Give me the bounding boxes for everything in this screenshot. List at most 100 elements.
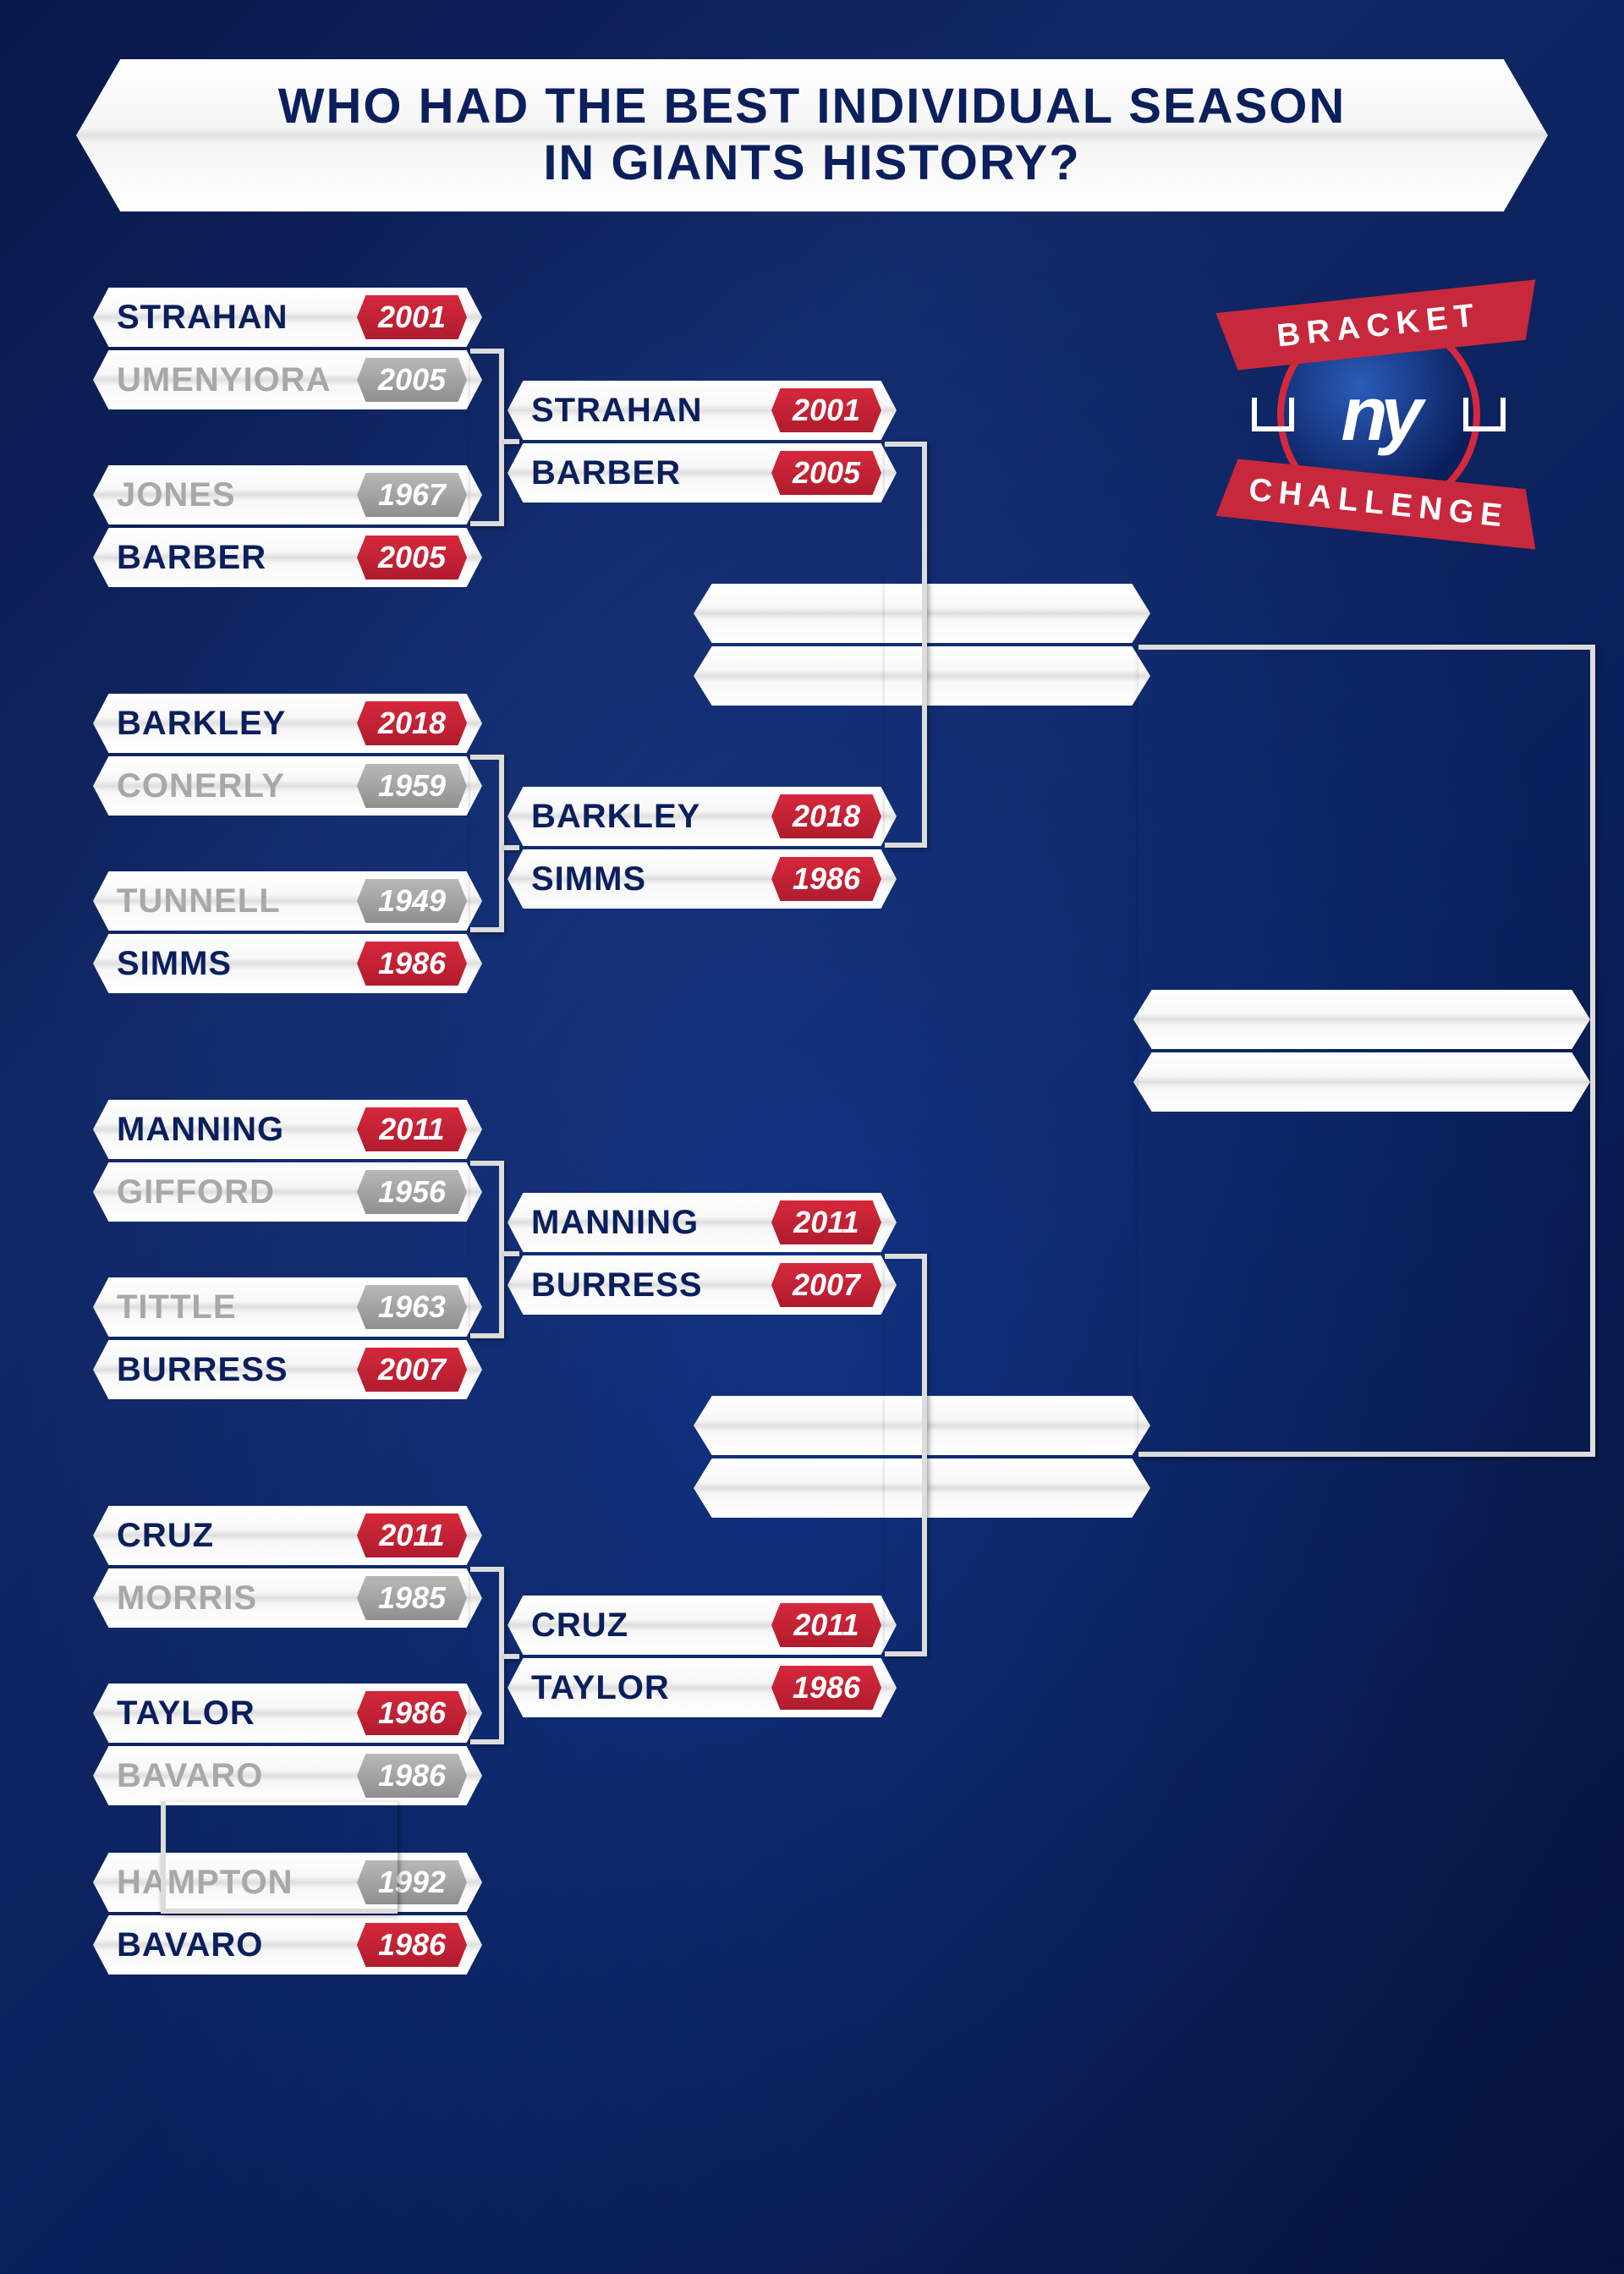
year-badge: 2005 [357,358,467,402]
bracket-connector [504,1654,519,1659]
bracket-connector [504,439,519,444]
bracket-entry: GIFFORD 1956 [93,1162,482,1222]
year-text: 1986 [793,1670,860,1706]
bracket-connector [885,1254,927,1656]
bracket-entry: BAVARO 1986 [93,1915,482,1975]
player-name: BARBER [117,539,357,577]
title-text: WHO HAD THE BEST INDIVIDUAL SEASON IN GI… [278,79,1346,191]
player-name: STRAHAN [531,392,771,430]
player-name: MANNING [531,1204,771,1242]
year-text: 1986 [378,1758,446,1793]
year-text: 2011 [793,1205,859,1240]
bracket-entry: CRUZ 2011 [93,1506,482,1565]
bracket-entry: CONERLY1959 [93,756,482,816]
bracket-connector [504,845,519,850]
year-badge: 1986 [771,857,881,901]
player-name: BARBER [531,454,771,492]
year-text: 2001 [378,299,446,335]
bracket-entry: TUNNELL 1949 [93,871,482,931]
year-badge: 2001 [357,295,467,339]
player-name: STRAHAN [117,299,357,337]
bracket-entry: MANNING2011 [93,1100,482,1159]
bracket-entry: MANNING 2011 [508,1193,897,1252]
bracket-entry: BARKLEY2018 [508,787,897,846]
bracket-entry: STRAHAN 2001 [93,288,482,347]
bracket-connector [161,1802,398,1914]
year-badge: 1986 [357,1754,467,1798]
player-name: TAYLOR [531,1669,771,1707]
year-badge: 1985 [357,1576,467,1620]
year-text: 1985 [378,1580,446,1616]
year-badge: 2018 [357,701,467,745]
year-badge: 1956 [357,1170,467,1214]
player-name: BURRESS [531,1266,771,1305]
year-badge: 1986 [357,942,467,986]
bracket-connector [504,1251,519,1256]
year-text: 2007 [793,1267,860,1303]
player-name: BAVARO [117,1926,357,1964]
player-name: GIFFORD [117,1173,357,1211]
year-text: 1986 [793,861,860,897]
year-text: 1949 [378,883,446,919]
year-badge: 2005 [357,536,467,579]
year-text: 1963 [378,1289,446,1325]
year-badge: 1986 [357,1691,467,1735]
player-name: CRUZ [117,1517,357,1555]
bracket-connector [470,1567,504,1744]
bracket-entry: UMENYIORA 2005 [93,350,482,409]
bracket-entry: BURRESS 2007 [93,1340,482,1399]
year-badge: 1967 [357,473,467,517]
year-badge: 1963 [357,1285,467,1329]
bracket-entry: SIMMS1986 [93,934,482,993]
bracket-entry: TITTLE 1963 [93,1277,482,1337]
bracket-entry: CRUZ 2011 [508,1596,897,1655]
player-name: CONERLY [117,767,357,805]
bracket-container: STRAHAN 2001 UMENYIORA 2005 JONES 1967 BARBER 2… [0,271,1624,2216]
player-name: JONES [117,476,357,514]
player-name: CRUZ [531,1607,771,1645]
year-text: 2011 [379,1112,444,1147]
player-name: TUNNELL [117,882,357,920]
player-name: SIMMS [117,945,357,983]
year-badge: 2018 [771,794,881,838]
bracket-connector [470,349,504,526]
bracket-entry: BARBER 2005 [93,528,482,587]
year-badge: 1986 [771,1666,881,1710]
year-text: 2011 [793,1607,859,1643]
bracket-entry: BARBER 2005 [508,443,897,503]
player-name: BAVARO [117,1757,357,1795]
year-text: 1956 [378,1174,446,1210]
bracket-entry: BARKLEY 2018 [93,694,482,753]
bracket-connector [885,442,927,848]
year-text: 2005 [378,362,446,398]
bracket-entry: MORRIS1985 [93,1568,482,1628]
year-badge: 1986 [357,1923,467,1967]
year-badge: 2011 [771,1200,881,1244]
bracket-entry: JONES 1967 [93,465,482,525]
title-banner: WHO HAD THE BEST INDIVIDUAL SEASON IN GI… [76,59,1548,211]
bracket-entry: TAYLOR 1986 [93,1684,482,1743]
year-text: 2005 [793,455,860,491]
bracket-connector [1138,645,1595,1457]
year-text: 2011 [379,1518,444,1553]
player-name: UMENYIORA [117,361,357,399]
year-badge: 1959 [357,764,467,808]
bracket-connector [470,1161,504,1338]
bracket-entry: BAVARO 1986 [93,1746,482,1805]
year-text: 1986 [378,1927,446,1963]
year-badge: 2011 [771,1603,881,1647]
player-name: BURRESS [117,1351,357,1389]
year-text: 2005 [378,540,446,575]
year-text: 2007 [378,1352,446,1387]
year-badge: 2011 [357,1107,467,1151]
year-badge: 1949 [357,879,467,923]
year-text: 1967 [378,477,446,513]
player-name: BARKLEY [531,798,771,836]
player-name: BARKLEY [117,705,357,743]
year-badge: 2011 [357,1513,467,1557]
player-name: TAYLOR [117,1695,357,1733]
bracket-entry: TAYLOR 1986 [508,1658,897,1717]
year-text: 1986 [378,1695,446,1731]
player-name: TITTLE [117,1288,357,1326]
year-text: 2018 [378,706,446,741]
